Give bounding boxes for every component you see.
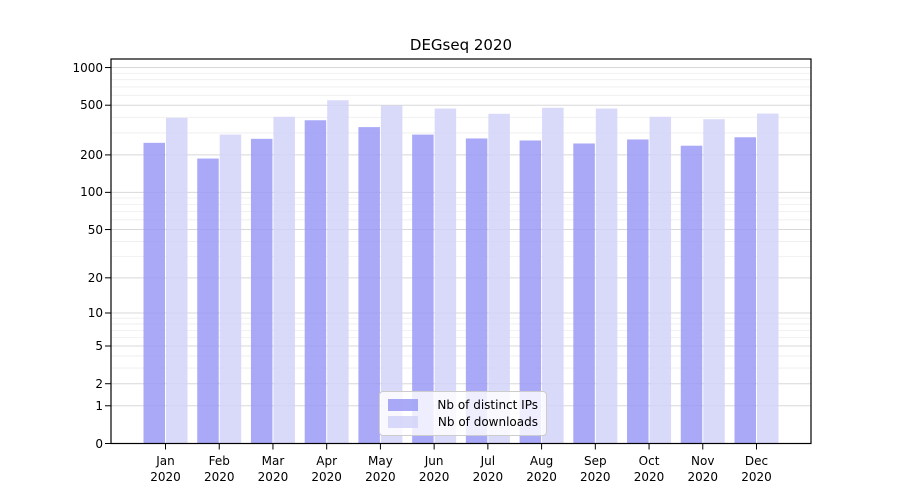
bar-downloads-apr <box>327 100 349 444</box>
bar-downloads-oct <box>649 116 672 444</box>
bar-downloads-jun <box>434 108 457 444</box>
x-tick-label-aug: Aug 2020 <box>526 453 557 484</box>
legend-swatch-distinct-ips <box>388 399 418 411</box>
x-tick-label-nov: Nov 2020 <box>687 453 719 484</box>
x-tick-label-may: May 2020 <box>365 453 396 484</box>
y-tick-label-1: 1 <box>95 398 103 413</box>
x-tick-label-jun: Jun 2020 <box>418 453 450 484</box>
y-tick-label-500: 500 <box>80 98 103 113</box>
bar-ips-jan <box>143 142 165 444</box>
axes-frame <box>110 58 812 445</box>
legend-swatch-downloads <box>388 416 418 428</box>
x-tick-label-mar: Mar 2020 <box>257 453 289 484</box>
x-tick-label-sep: Sep 2020 <box>580 453 611 484</box>
y-tick-label-20: 20 <box>87 270 103 285</box>
bar-downloads-may <box>380 105 403 444</box>
x-tick-label-jan: Jan 2020 <box>150 453 181 484</box>
bar-ips-oct <box>627 139 649 444</box>
legend-label-distinct-ips: Nb of distinct IPs <box>437 398 538 412</box>
bar-ips-aug <box>519 140 542 444</box>
bar-downloads-mar <box>273 116 295 444</box>
bar-ips-apr <box>304 120 327 444</box>
bar-downloads-dec <box>757 113 779 444</box>
bar-downloads-jan <box>166 117 188 444</box>
bar-ips-jun <box>412 134 434 444</box>
bar-downloads-aug <box>542 107 564 444</box>
bar-ips-dec <box>734 137 756 444</box>
bar-ips-jul <box>465 138 488 444</box>
x-tick-label-apr: Apr 2020 <box>311 453 342 484</box>
bar-downloads-nov <box>703 119 725 444</box>
bar-downloads-sep <box>595 108 618 444</box>
legend-row-distinct-ips: Nb of distinct IPs <box>388 398 538 412</box>
legend-label-downloads: Nb of downloads <box>437 415 538 429</box>
x-tick-label-feb: Feb 2020 <box>203 453 235 484</box>
bar-downloads-jul <box>488 113 510 444</box>
y-tick-label-100: 100 <box>80 185 103 200</box>
legend: Nb of distinct IPs Nb of downloads <box>379 391 547 436</box>
bar-ips-feb <box>197 158 219 444</box>
bar-downloads-feb <box>219 134 242 444</box>
y-tick-label-200: 200 <box>80 147 103 162</box>
y-tick-label-50: 50 <box>87 222 103 237</box>
chart-title: DEGseq 2020 <box>409 36 513 54</box>
bar-ips-may <box>358 127 380 444</box>
bar-ips-mar <box>250 138 273 444</box>
bar-ips-sep <box>573 143 595 444</box>
y-tick-label-0: 0 <box>95 436 103 451</box>
y-tick-label-10: 10 <box>87 306 103 320</box>
x-tick-label-jul: Jul 2020 <box>472 453 504 484</box>
x-tick-label-dec: Dec 2020 <box>741 453 772 484</box>
x-tick-label-oct: Oct 2020 <box>633 453 665 484</box>
legend-row-downloads: Nb of downloads <box>388 415 538 429</box>
bar-ips-nov <box>680 145 703 444</box>
y-tick-label-2: 2 <box>95 376 103 391</box>
y-tick-label-5: 5 <box>95 338 103 353</box>
y-tick-label-1000: 1000 <box>72 60 103 75</box>
